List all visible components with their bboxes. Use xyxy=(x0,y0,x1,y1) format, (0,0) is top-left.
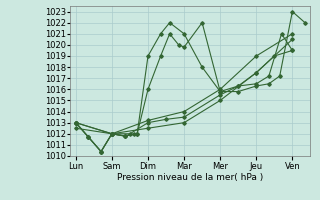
X-axis label: Pression niveau de la mer( hPa ): Pression niveau de la mer( hPa ) xyxy=(117,173,264,182)
